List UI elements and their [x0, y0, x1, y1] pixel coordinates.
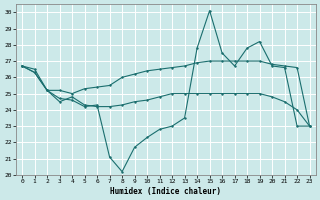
X-axis label: Humidex (Indice chaleur): Humidex (Indice chaleur) [110, 187, 221, 196]
